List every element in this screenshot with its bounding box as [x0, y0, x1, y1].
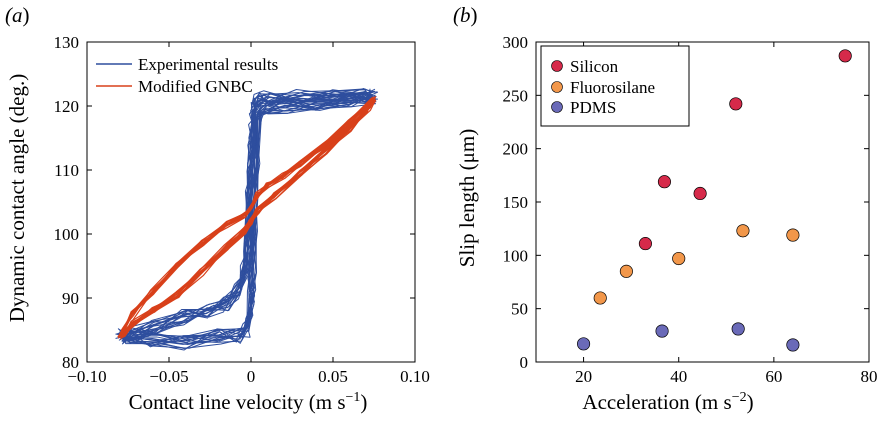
- legend-marker-silicon: [551, 60, 563, 72]
- data-point-fluorosilane: [593, 291, 607, 305]
- panel-b-y-axis-label: Slip length (μm): [455, 129, 479, 267]
- panel-b-x-tick-label: 80: [861, 367, 878, 386]
- panel-b-legend-box: [540, 45, 690, 127]
- panel-a-data: [115, 88, 379, 351]
- series-line-experimental: [119, 90, 378, 343]
- data-point-pdms: [655, 324, 669, 338]
- data-point-silicon: [729, 97, 743, 111]
- panel-a-plot: −0.10 −0.05 0 0.05 0.10 80 90 100 110 120 130: [54, 33, 430, 386]
- panel-a-y-tick-label: 90: [62, 289, 79, 308]
- panel-b-ticks: 20 40 60 80 0 50 100 150 200 250 300: [503, 33, 878, 386]
- panel-a-y-tick-label: 130: [54, 33, 80, 52]
- legend-label-modified-gnbc: Modified GNBC: [138, 77, 253, 96]
- data-point-silicon: [838, 49, 852, 63]
- panel-b-x-tick-label: 20: [575, 367, 592, 386]
- legend-marker-fluorosilane: [551, 81, 563, 93]
- panel-a-y-tick-label: 80: [62, 353, 79, 372]
- data-point-fluorosilane: [736, 224, 750, 238]
- data-point-fluorosilane: [672, 251, 686, 266]
- panel-a-x-tick-label: −0.10: [67, 367, 106, 386]
- panel-b-y-tick-label: 0: [520, 353, 529, 372]
- data-point-fluorosilane: [619, 264, 633, 278]
- panel-b-y-tick-label: 200: [503, 140, 529, 159]
- panel-a-legend: Experimental results Modified GNBC: [96, 55, 278, 96]
- panel-b-data: [577, 49, 852, 352]
- data-point-pdms: [577, 337, 591, 351]
- panel-a-x-axis-label: Contact line velocity (m s−1): [129, 390, 368, 414]
- legend-label-experimental: Experimental results: [138, 55, 278, 74]
- series-line-modified-gnbc: [118, 98, 377, 338]
- series-line-modified-gnbc: [117, 98, 376, 338]
- panel-a-y-axis-label: Dynamic contact angle (deg.): [5, 74, 29, 322]
- panel-b-x-axis-label: Acceleration (m s−2): [582, 390, 753, 414]
- panel-b-legend: Silicon Fluorosilane PDMS: [540, 45, 690, 127]
- panel-a-x-tick-label: 0.10: [400, 367, 430, 386]
- data-point-silicon: [657, 175, 671, 189]
- panel-b-y-tick-label: 150: [503, 193, 529, 212]
- panel-a-label: (a): [5, 3, 30, 27]
- panel-a-y-tick-label: 100: [54, 225, 80, 244]
- data-point-pdms: [786, 338, 800, 352]
- data-point-silicon: [693, 186, 707, 201]
- legend-label-fluorosilane: Fluorosilane: [570, 78, 655, 97]
- data-point-silicon: [638, 237, 652, 251]
- panel-b-y-tick-label: 100: [503, 246, 529, 265]
- panel-a: (a) −0.10 −0.05 0 0.05 0.108090100110120130 …: [5, 3, 430, 414]
- legend-label-silicon: Silicon: [570, 57, 619, 76]
- data-point-fluorosilane: [786, 228, 800, 242]
- legend-label-pdms: PDMS: [570, 98, 616, 117]
- panel-a-x-tick-label: 0.05: [318, 367, 348, 386]
- panel-b-x-tick-label: 40: [670, 367, 687, 386]
- panel-a-x-tick-label: −0.05: [149, 367, 188, 386]
- panel-b-label: (b): [453, 3, 478, 27]
- panel-b-y-tick-label: 300: [503, 33, 529, 52]
- series-line-experimental: [115, 90, 375, 342]
- panel-a-y-tick-label: 120: [54, 97, 80, 116]
- panel-b-y-tick-label: 50: [511, 300, 528, 319]
- panel-a-x-tick-label: 0: [247, 367, 256, 386]
- data-point-pdms: [731, 322, 745, 336]
- panel-b: (b) 20 40 60 80 0 50 100 150 200 250 300 Silicon F…: [453, 3, 878, 414]
- panel-b-x-tick-label: 60: [765, 367, 782, 386]
- panel-b-plot: 20 40 60 80 0 50 100 150 200 250 300: [503, 33, 878, 386]
- panel-a-y-tick-label: 110: [54, 161, 79, 180]
- panel-a-ticks: −0.10 −0.05 0 0.05 0.10 80 90 100 110 120 130: [54, 33, 430, 386]
- panel-b-y-tick-label: 250: [503, 86, 529, 105]
- legend-marker-pdms: [551, 101, 563, 113]
